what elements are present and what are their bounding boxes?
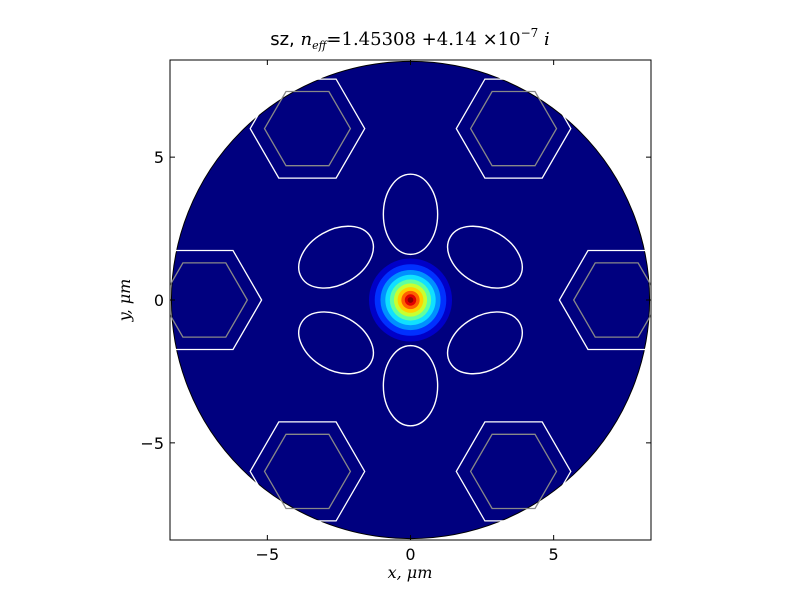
- hexagon-inner-2: [572, 262, 651, 338]
- hexagon-outer-5: [249, 421, 366, 522]
- y-tick-label-0: −5: [140, 434, 164, 453]
- axis-ticks: −5 0 5 −5 0 5: [140, 60, 651, 564]
- y-tick-label-1: 0: [154, 291, 164, 310]
- title-lhs: n: [301, 29, 313, 50]
- x-tick-label-2: 5: [549, 545, 559, 564]
- hexagon-inner-5: [263, 433, 352, 510]
- hexagon-inner-3: [170, 262, 249, 338]
- x-tick-label-1: 0: [405, 545, 415, 564]
- hexagon-inner-1: [263, 90, 352, 167]
- title-times: ×: [483, 29, 498, 50]
- air-hole-2: [446, 225, 523, 289]
- air-hole-5: [298, 311, 375, 375]
- y-tick-label-2: 5: [154, 148, 164, 167]
- plot-content: [170, 60, 651, 540]
- title-imag-unit: i: [544, 29, 550, 50]
- hexagon-outer-0: [455, 78, 572, 179]
- title-imag-mantissa: 4.14: [437, 29, 477, 50]
- title-base: 10: [498, 29, 521, 50]
- air-hole-3: [298, 225, 375, 289]
- chart-title: sz, neff=1.45308 +4.14 ×10−7 i: [270, 21, 550, 52]
- mode-contour-9: [407, 297, 414, 303]
- x-tick-label-0: −5: [256, 545, 280, 564]
- hexagon-outer-1: [249, 78, 366, 179]
- air-hole-1: [382, 344, 439, 427]
- title-exponent: −7: [521, 26, 539, 40]
- air-hole-4: [446, 311, 523, 375]
- x-axis-label: x, μm: [388, 563, 433, 582]
- y-axis-label: y, μm: [115, 279, 134, 323]
- plot-area: [169, 59, 652, 541]
- title-plus: +: [422, 29, 437, 50]
- title-lhs-sub: eff: [312, 39, 329, 52]
- hexagon-outer-2: [558, 249, 651, 351]
- hexagon-inner-4: [469, 433, 558, 510]
- hexagon-outer-4: [455, 421, 572, 522]
- title-eq: =: [326, 29, 341, 50]
- air-hole-0: [382, 173, 439, 256]
- title-prefix: sz,: [270, 29, 295, 50]
- hexagon-inner-0: [469, 90, 558, 167]
- title-real: 1.45308: [342, 29, 416, 50]
- hexagon-outer-3: [170, 249, 263, 351]
